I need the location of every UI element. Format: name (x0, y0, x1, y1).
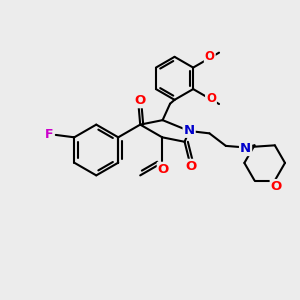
Text: F: F (45, 128, 53, 141)
Text: O: O (186, 160, 197, 173)
Text: O: O (135, 94, 146, 107)
Text: O: O (158, 163, 169, 176)
Text: O: O (271, 180, 282, 193)
Text: O: O (205, 50, 215, 64)
Text: N: N (184, 124, 195, 137)
Text: O: O (206, 92, 216, 105)
Text: N: N (240, 142, 251, 155)
